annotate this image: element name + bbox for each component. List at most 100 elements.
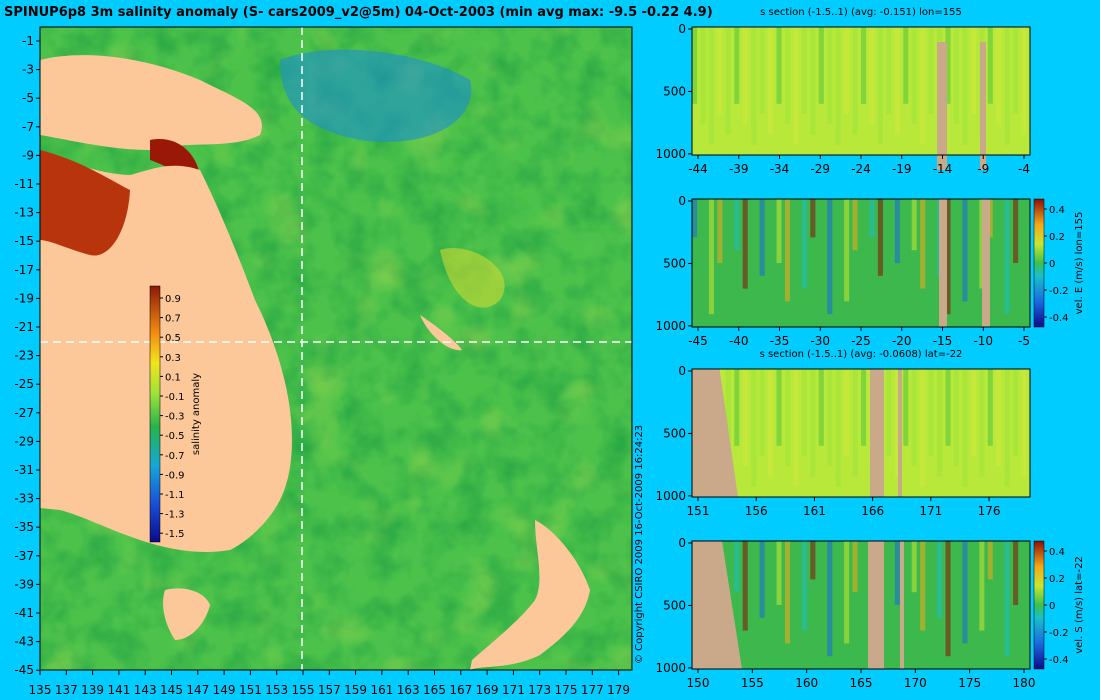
salinity-colorbar-ramp [149,285,161,543]
section-streak [810,541,816,580]
map-y-tick-label: -17 [14,263,34,277]
section-streak [793,27,799,145]
section-streak [810,369,816,477]
section-streak [852,199,858,251]
section-streak [793,369,799,487]
map-x-tick-label: 163 [397,683,420,697]
salinity-colorbar-tick-label: -0.9 [165,470,185,481]
section-streak [776,199,782,263]
section-streak [776,369,782,446]
section-title: s section (-1.5..1) (avg: -0.151) lon=15… [760,7,962,18]
section-streak [827,199,833,315]
section-streak [953,541,960,605]
map-y-tick-label: -11 [14,177,34,191]
map-x-tick-label: 173 [528,683,551,697]
map-y-tick-label: -9 [22,148,34,162]
section-x-tick-label: -39 [729,162,749,176]
map-x-tick-label: 135 [29,683,52,697]
section-x-tick-label: 161 [803,504,826,518]
section-streak [751,369,757,487]
map-y-tick-label: -45 [14,663,34,677]
section-streak [793,199,799,251]
section-land [939,199,947,327]
section-streak [844,541,850,644]
map-x-tick-label: 179 [607,683,630,697]
section-streak [970,369,976,457]
section-land [982,199,990,327]
map-y-tick-label: -31 [14,463,34,477]
section-streak [945,27,951,104]
section-x-tick-label: 175 [958,676,981,690]
salinity-colorbar-tick-label: -0.7 [165,451,185,462]
section-streak [979,199,985,289]
section-streak [903,199,909,302]
section-panels: s section (-1.5..1) (avg: -0.151) lon=15… [655,7,1085,690]
map-y-tick-label: -21 [14,320,34,334]
section-x-tick-label: 176 [978,504,1001,518]
map-x-tick-label: 151 [239,683,262,697]
section-streak [742,27,748,125]
salinity-colorbar-label: salinity anomaly [191,373,202,455]
section-streak [835,369,841,487]
section-streak [970,541,976,593]
section-streak [759,199,765,276]
section-streak [818,27,824,104]
section-x-tick-label: -30 [810,334,830,348]
section-streak [945,199,951,315]
section-streak [742,199,748,289]
section-land [692,541,742,669]
section-x-tick-label: 155 [741,676,764,690]
salinity-colorbar-tick-label: 0.3 [165,353,181,364]
section-streak [1021,369,1027,477]
section-streak [861,541,867,631]
salinity-colorbar-tick-label: 0.9 [165,294,181,305]
section-x-tick-label: -29 [810,162,830,176]
map-frame [39,26,633,671]
section-x-tick-label: -44 [688,162,708,176]
map-y-tick-label: -35 [14,520,34,534]
section-land [870,369,884,497]
section-x-tick-label: 150 [687,676,710,690]
section-streak [1004,369,1010,487]
section-streak [801,27,807,115]
section-streak [801,369,807,457]
section-streak [945,369,951,446]
section-streak [776,541,782,605]
section-streak [717,199,723,263]
section-y-tick-label: 500 [663,84,686,98]
map-x-tick-label: 141 [107,683,130,697]
map-x-tick-label: 175 [555,683,578,697]
map-y-tick-label: -7 [22,120,34,134]
section-streak [911,199,917,251]
section-streak [962,199,968,302]
section-streak [962,541,968,644]
section-streak [962,369,968,487]
section-x-tick-label: -35 [770,334,790,348]
section-streak [692,27,698,104]
section-y-tick-label: 500 [663,256,686,270]
land-new-caledonia [420,315,462,351]
section-x-tick-label: -20 [892,334,912,348]
section-streak [953,199,960,263]
velocity-colorbar-tick-label: 0.2 [1049,574,1065,585]
section-streak [945,541,951,657]
section-streak [894,369,900,477]
section-streak [894,541,900,605]
section-streak [700,199,706,276]
section-streak [962,27,968,145]
section-streak [996,199,1002,276]
section-x-tick-label: -19 [892,162,912,176]
map-x-tick-label: 139 [81,683,104,697]
section-streak [835,199,841,263]
section-streak [742,541,748,631]
section-streak [996,541,1002,618]
velocity-colorbar-ramp [1033,198,1045,328]
section-x-tick-label: -4 [1018,162,1030,176]
section-panel-2: 0 500 1000-45 -40 -35 -30 -25 -20 -15 -10 -5 0.4 0.2… [655,194,1085,348]
section-streak [928,541,934,580]
section-streak [928,199,934,238]
section-y-tick-label: 1000 [655,489,686,503]
section-streak [700,27,706,125]
map-x-tick-label: 155 [292,683,315,697]
section-streak [844,369,850,457]
